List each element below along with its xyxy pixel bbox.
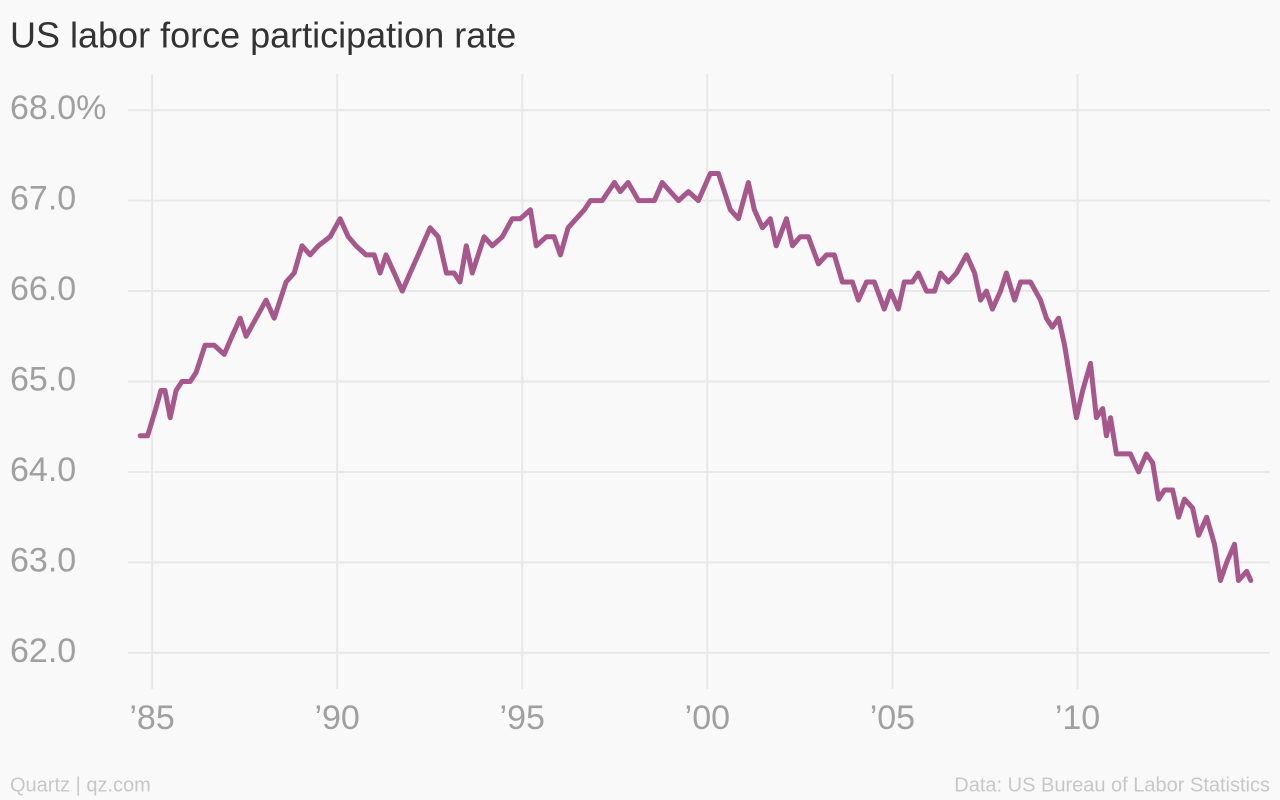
y-tick-label: 67.0 — [10, 180, 76, 218]
line — [137, 171, 1254, 583]
x-tick-label: ’00 — [685, 699, 730, 737]
credit: Quartz | qz.com — [10, 774, 151, 796]
x-tick-label: ’85 — [129, 699, 174, 737]
source: Data: US Bureau of Labor Statistics — [954, 774, 1270, 796]
x-tick-label: ’10 — [1055, 699, 1100, 737]
y-tick-label: 63.0 — [10, 541, 76, 579]
y-tick-label: 66.0 — [10, 270, 76, 308]
y-tick-label: 62.0 — [10, 632, 76, 670]
y-tick-label: 64.0 — [10, 451, 76, 489]
chart-title: US labor force participation rate — [10, 15, 516, 56]
x-tick-label: ’95 — [500, 699, 545, 737]
y-tick-label: 68.0% — [10, 89, 106, 127]
x-tick-label: ’90 — [314, 699, 359, 737]
x-tick-label: ’05 — [870, 699, 915, 737]
y-tick-label: 65.0 — [10, 360, 76, 398]
